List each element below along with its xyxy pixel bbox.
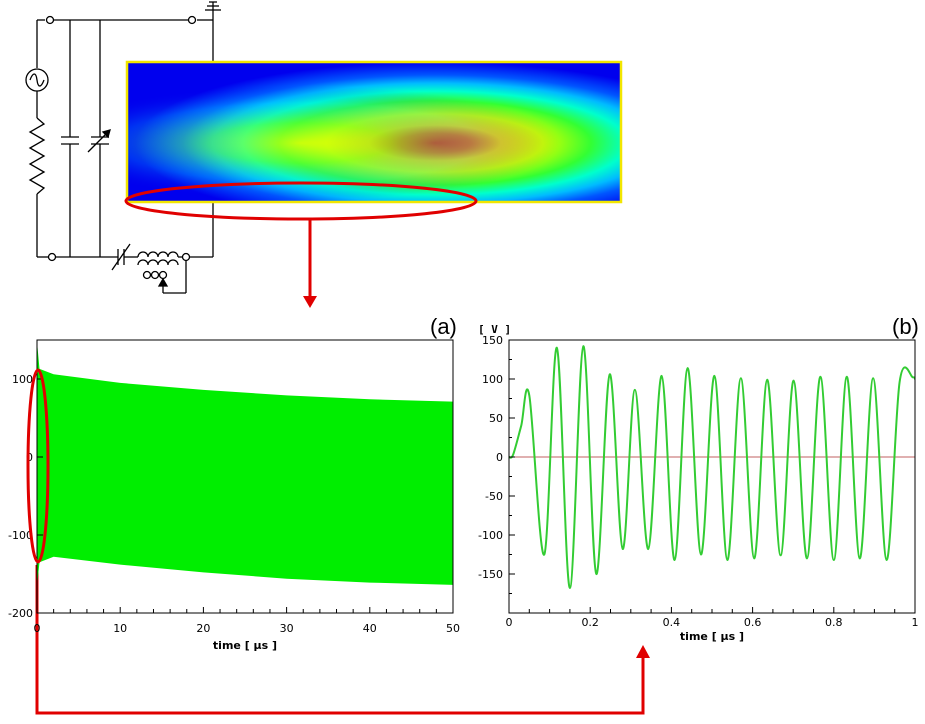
chart-b-x-axis-title: time [ μs ] [680, 630, 744, 643]
chart-a-x-tick-label: 30 [280, 622, 294, 635]
arrow-up-head [636, 645, 650, 658]
chart-b-y-ticks: -150 -100 -50 0 50 100 150 [478, 334, 515, 594]
chart-b-x-tick-label: 0.8 [825, 616, 843, 629]
chart-a-panel-label: (a) [430, 314, 457, 339]
chart-a-y-tick-label: -100 [8, 529, 33, 542]
series-capacitor-arrow [111, 243, 131, 271]
chart-b-y-tick-label: -50 [485, 490, 503, 503]
chart-a-x-ticks: 0 10 20 30 40 50 [34, 607, 460, 635]
chart-b-x-ticks: 0 0.2 0.4 0.6 0.8 1 [506, 607, 919, 629]
arrow-elbow-shaft [35, 565, 645, 715]
connector-arrows [35, 219, 650, 715]
terminal-bottom-right [181, 252, 191, 262]
coil-icon [137, 251, 179, 258]
chart-b-y-tick-label: -150 [478, 568, 503, 581]
chart-b-series-line [509, 345, 915, 590]
chart-b-x-tick-label: 0.6 [744, 616, 762, 629]
chart-a-y-tick-label: 100 [12, 373, 33, 386]
chart-a-envelope-area [37, 341, 453, 586]
coil-tap-1 [142, 270, 152, 280]
chart-a-frame [36, 339, 454, 614]
chart-b: (b) [ V ] 0 0.2 0.4 0.6 0.8 1 -150 -100 -50 0 50 1… [478, 314, 919, 643]
tap-arrowhead [157, 277, 169, 287]
chart-b-x-tick-label: 0.4 [663, 616, 681, 629]
zoom-highlight-ellipse [124, 181, 478, 221]
circuit-schematic [25, 1, 221, 294]
terminal-top-left [45, 15, 55, 25]
chart-b-y-tick-label: -100 [478, 529, 503, 542]
chart-a-x-tick-label: 20 [196, 622, 210, 635]
resistor-icon [28, 117, 46, 195]
chart-a-x-tick-label: 50 [446, 622, 460, 635]
chart-b-y-tick-label: 150 [482, 334, 503, 347]
chart-b-x-tick-label: 0.2 [581, 616, 599, 629]
coil-tap-2 [150, 270, 160, 280]
arrow-down-head [303, 296, 317, 308]
plasma-intensity-map [124, 60, 623, 221]
chart-b-y-tick-label: 50 [489, 412, 503, 425]
chart-a-zoom-ellipse [26, 368, 50, 564]
chart-a-y-tick-label: -200 [8, 607, 33, 620]
chart-a-x-tick-label: 0 [34, 622, 41, 635]
chart-b-x-tick-label: 1 [912, 616, 919, 629]
terminal-top-right [187, 15, 197, 25]
ac-source-wave [29, 73, 45, 87]
chart-a-x-axis-title: time [ μs ] [213, 639, 277, 652]
plasma-map-border [125, 60, 623, 204]
chart-b-panel-label: (b) [892, 314, 919, 339]
coil-icon-lower [137, 259, 179, 266]
chart-b-y-tick-label: 100 [482, 373, 503, 386]
chart-a-x-tick-label: 10 [113, 622, 127, 635]
chart-b-unit-label: [ V ] [478, 323, 511, 336]
coil-tap-3 [158, 270, 168, 280]
chart-a-x-tick-label: 40 [363, 622, 377, 635]
terminal-bottom-left [47, 252, 57, 262]
chart-b-y-tick-label: 0 [496, 451, 503, 464]
chart-b-x-tick-label: 0 [506, 616, 513, 629]
plasma-map-tail [127, 62, 621, 202]
variable-capacitor-arrowhead [101, 129, 111, 139]
chart-a: (a) 0 10 20 30 40 50 -200 -100 0 100 time [ μs ] [8, 314, 460, 652]
